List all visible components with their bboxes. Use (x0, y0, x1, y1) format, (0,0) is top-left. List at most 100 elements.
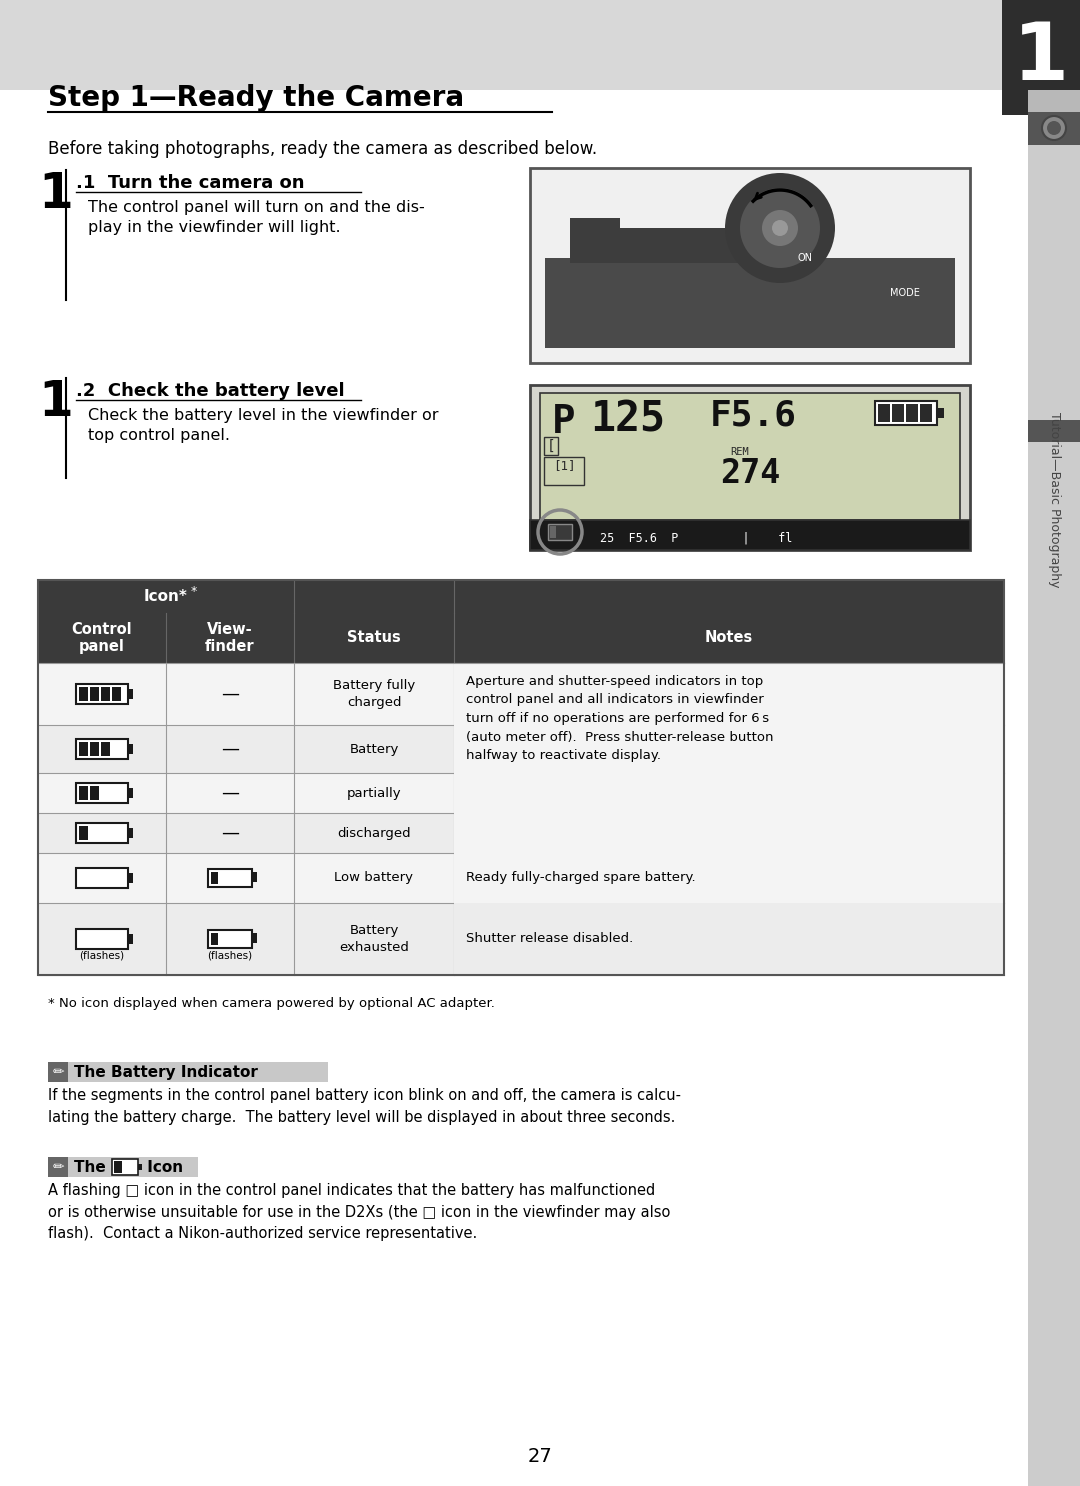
Circle shape (1047, 120, 1061, 135)
Text: Tutorial—Basic Photography: Tutorial—Basic Photography (1048, 412, 1061, 588)
Bar (129, 872, 133, 883)
Text: F5.6: F5.6 (710, 400, 797, 432)
Text: ✏: ✏ (52, 1161, 64, 1174)
Bar (906, 404, 918, 422)
Bar (238, 872, 245, 884)
Bar (38, 903, 1004, 975)
Bar (48, 1062, 68, 1082)
Text: 1: 1 (38, 169, 72, 218)
Text: (flashes): (flashes) (207, 950, 253, 960)
Text: Battery
exhausted: Battery exhausted (339, 924, 409, 954)
Bar (129, 690, 133, 698)
Bar (544, 437, 558, 455)
Bar (220, 933, 227, 945)
Bar (570, 218, 620, 263)
Bar (112, 1159, 138, 1175)
Text: 125: 125 (590, 400, 665, 441)
Text: —: — (221, 685, 239, 703)
Text: Battery fully
charged: Battery fully charged (333, 679, 415, 709)
Bar (211, 872, 218, 884)
Bar (229, 933, 237, 945)
Bar (112, 871, 121, 886)
Text: partially: partially (347, 786, 402, 799)
Text: 1: 1 (38, 377, 72, 426)
Text: MODE: MODE (890, 288, 920, 299)
Bar (454, 903, 1004, 975)
Bar (76, 929, 129, 950)
Text: ✏: ✏ (52, 1065, 64, 1079)
Bar (79, 786, 87, 799)
Bar (129, 744, 133, 753)
Bar (102, 871, 110, 886)
Bar (550, 526, 556, 538)
Bar (548, 525, 572, 539)
Bar (38, 580, 1004, 975)
Text: View-
finder: View- finder (205, 621, 255, 654)
Bar (937, 409, 944, 418)
Bar (38, 614, 1004, 663)
Bar (79, 826, 87, 840)
Text: play in the viewfinder will light.: play in the viewfinder will light. (87, 220, 340, 235)
Circle shape (762, 210, 798, 247)
Bar (79, 871, 87, 886)
Bar (220, 872, 227, 884)
Text: Status: Status (347, 630, 401, 645)
Bar (892, 404, 904, 422)
Bar (102, 826, 110, 840)
Bar (79, 932, 87, 947)
Bar (102, 932, 110, 947)
Bar (38, 580, 1004, 614)
Text: Icon: Icon (141, 1159, 184, 1174)
Bar (76, 739, 129, 759)
Bar (238, 933, 245, 945)
Text: Notes: Notes (705, 630, 753, 645)
Text: Shutter release disabled.: Shutter release disabled. (465, 933, 633, 945)
Bar (875, 401, 937, 425)
Bar (90, 742, 99, 756)
Text: (flashes): (flashes) (80, 950, 124, 960)
Text: Aperture and shutter-speed indicators in top
control panel and all indicators in: Aperture and shutter-speed indicators in… (465, 675, 773, 762)
Bar (112, 826, 121, 840)
Bar (1028, 421, 1080, 441)
Text: The control panel will turn on and the dis-: The control panel will turn on and the d… (87, 201, 424, 215)
Bar (90, 871, 99, 886)
Bar (102, 742, 110, 756)
Text: [1]: [1] (553, 459, 576, 473)
Text: Control
panel: Control panel (71, 621, 133, 654)
Bar (454, 663, 1004, 853)
Bar (48, 1062, 328, 1082)
Bar (252, 933, 257, 944)
Bar (129, 935, 133, 944)
Text: top control panel.: top control panel. (87, 428, 230, 443)
Circle shape (772, 220, 788, 236)
Bar (48, 1158, 198, 1177)
Text: *: * (191, 585, 198, 597)
Bar (530, 385, 970, 550)
Bar (114, 1161, 122, 1172)
Text: Check the battery level in the viewfinder or: Check the battery level in the viewfinde… (87, 409, 438, 424)
Text: If the segments in the control panel battery icon blink on and off, the camera i: If the segments in the control panel bat… (48, 1088, 681, 1125)
Bar (129, 828, 133, 838)
Text: The Battery Indicator: The Battery Indicator (75, 1064, 258, 1079)
Bar (252, 872, 257, 883)
Bar (76, 783, 129, 802)
Text: discharged: discharged (337, 826, 410, 840)
Bar (76, 684, 129, 704)
Bar (540, 392, 960, 520)
Bar (48, 1158, 68, 1177)
Bar (1028, 91, 1080, 1486)
Bar (38, 813, 1004, 853)
Text: Icon*: Icon* (144, 588, 188, 603)
Bar (112, 742, 121, 756)
Text: .2  Check the battery level: .2 Check the battery level (76, 382, 345, 400)
Text: Low battery: Low battery (335, 871, 414, 884)
Bar (208, 869, 252, 887)
Bar (76, 823, 129, 843)
Text: 27: 27 (528, 1446, 552, 1465)
Text: P: P (552, 403, 576, 441)
Bar (1028, 111, 1080, 146)
Circle shape (1042, 116, 1066, 140)
Text: Before taking photographs, ready the camera as described below.: Before taking photographs, ready the cam… (48, 140, 597, 158)
Text: —: — (221, 785, 239, 802)
Bar (79, 742, 87, 756)
